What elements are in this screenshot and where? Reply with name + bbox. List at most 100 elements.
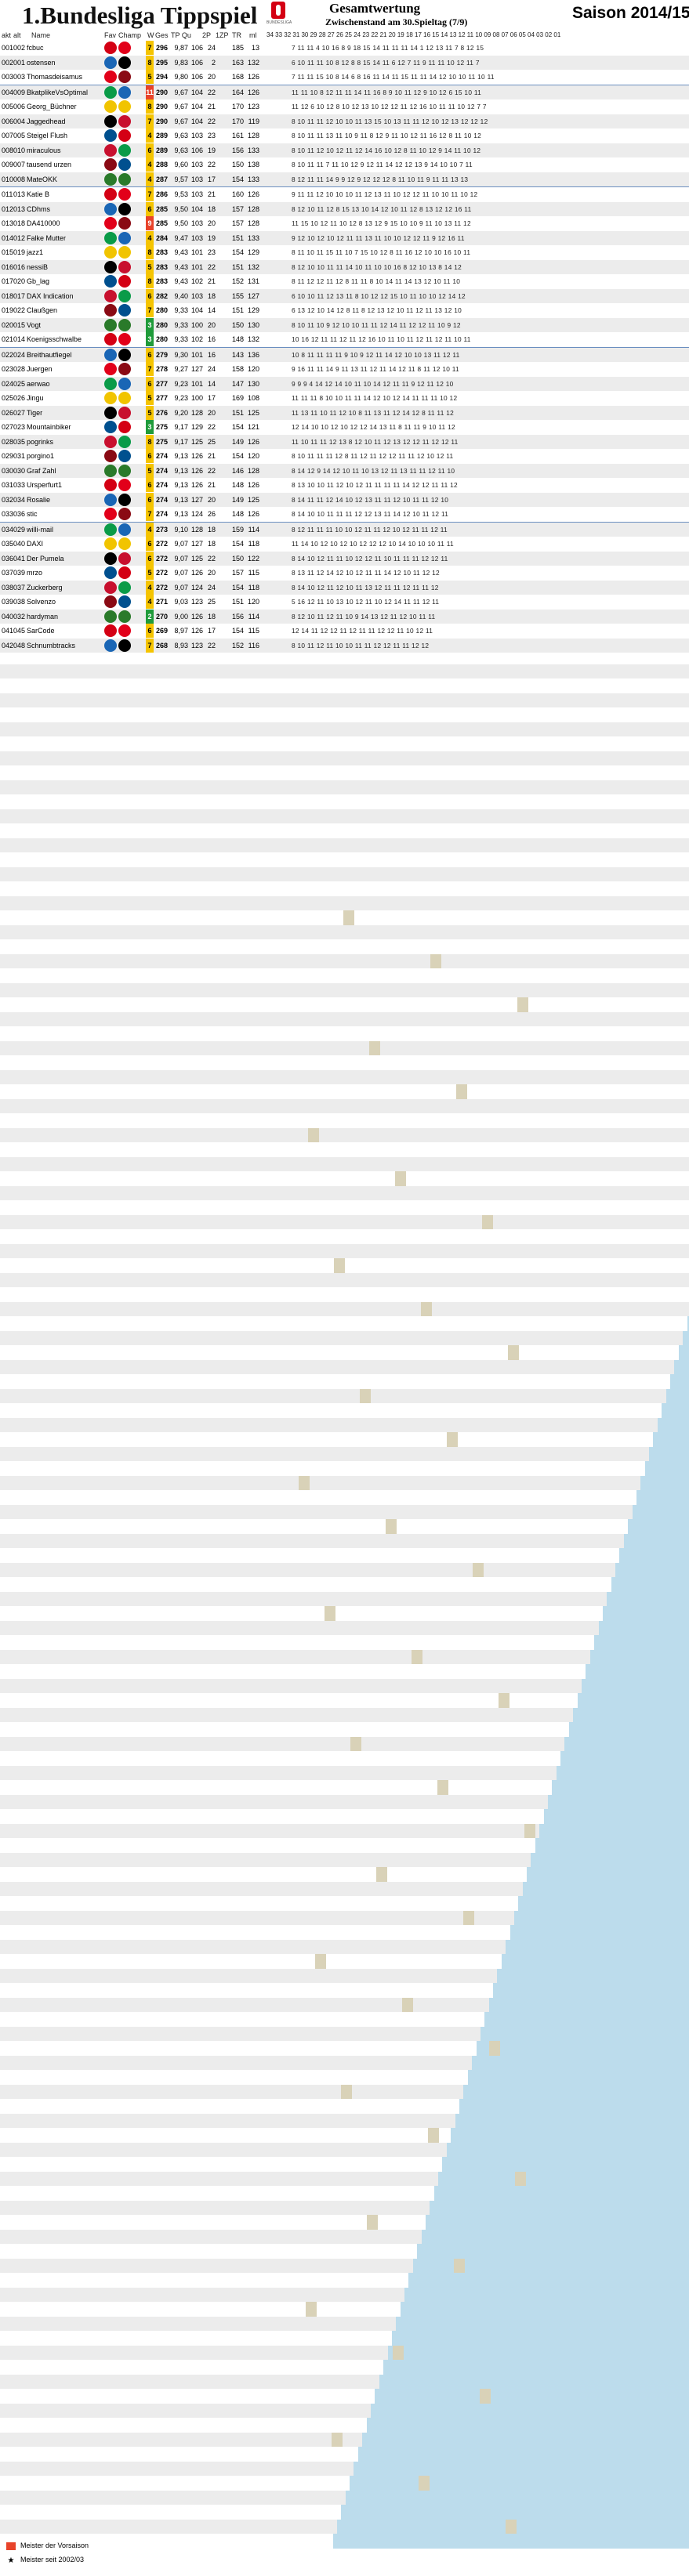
- champion-pick-icon: [118, 435, 131, 448]
- cell-alt: 002: [13, 44, 26, 52]
- col-champ: Champ: [118, 31, 142, 39]
- skipped-round: [419, 2476, 430, 2491]
- cell-p2: 14: [207, 379, 216, 388]
- table-row-placeholder: [0, 1272, 689, 1287]
- cell-p5: 127: [190, 540, 203, 548]
- cell-ges: 289: [155, 146, 168, 154]
- table-row: 015 019 jazz1 8 283 9,43 101 23 154 129 8 11 10 11…: [0, 245, 689, 260]
- cell-akt: 042: [2, 641, 14, 649]
- cell-w: 6: [146, 143, 154, 157]
- cell-name: Gb_lag: [27, 277, 50, 285]
- champion-pick-icon: [118, 158, 131, 171]
- table-row-placeholder: [0, 751, 689, 765]
- champion-pick-icon: [118, 42, 131, 54]
- cell-p2: 17: [207, 175, 216, 183]
- skipped-round: [515, 2171, 526, 2186]
- table-row-placeholder: [0, 1533, 689, 1548]
- round-points: 11 13 11 10 11 12 10 8 11 13 11 12 14 12…: [292, 408, 455, 417]
- cell-p5: 102: [190, 277, 203, 285]
- cell-name: Graf Zahl: [27, 466, 56, 475]
- cell-akt: 024: [2, 379, 14, 388]
- table-row: 003 003 Thomasdeisamus 5 294 9,80 106 20 168 126 7…: [0, 70, 689, 85]
- cell-name: Der Pumela: [27, 554, 64, 563]
- table-row-placeholder: [0, 1026, 689, 1041]
- champion-pick-icon: [118, 581, 131, 594]
- favorite-club-icon: [104, 246, 117, 259]
- cell-p5: 125: [190, 437, 203, 446]
- table-row-placeholder: [0, 1562, 689, 1577]
- cell-tp: 9,30: [174, 350, 188, 359]
- cell-ml: 133: [247, 233, 259, 242]
- star-icon: ★: [7, 2556, 15, 2565]
- table-row-placeholder: [0, 1345, 689, 1360]
- cell-ml: 132: [247, 335, 259, 343]
- cell-w: 4: [146, 172, 154, 186]
- champion-pick-icon: [118, 348, 131, 361]
- cell-name: Georg_Büchner: [27, 103, 77, 110]
- cell-name: SarCode: [27, 627, 55, 635]
- cell-p2: 14: [207, 306, 216, 314]
- table-row-placeholder: [0, 823, 689, 838]
- cell-tr: 157: [231, 219, 244, 227]
- cell-ml: 118: [248, 583, 259, 592]
- table-row-placeholder: [0, 1765, 689, 1780]
- cell-ml: 129: [247, 306, 259, 314]
- table-row-placeholder: [0, 1910, 689, 1925]
- skipped-round: [334, 1258, 345, 1273]
- favorite-club-icon: [104, 377, 117, 390]
- cell-ml: 130: [247, 379, 259, 388]
- cell-w: 11: [146, 85, 154, 99]
- champion-pick-icon: [118, 172, 131, 186]
- champion-pick-icon: [118, 260, 131, 273]
- cell-ml: 114: [248, 612, 259, 620]
- cell-p5: 124: [190, 510, 203, 518]
- cell-p5: 126: [190, 481, 203, 489]
- season-label: Saison 2014/15: [572, 4, 689, 22]
- cell-akt: 004: [2, 88, 14, 96]
- cell-ml: 126: [247, 437, 259, 446]
- table-row: 009 007 tausend urzen 4 288 9,60 103 22 150 138 8 …: [0, 157, 689, 172]
- cell-w: 6: [146, 449, 154, 463]
- cell-p5: 100: [190, 320, 203, 329]
- pending-rounds: [417, 2244, 689, 2259]
- cell-name: Thomasdeisamus: [27, 73, 83, 81]
- cell-ml: 133: [247, 175, 259, 183]
- cell-tr: 159: [231, 525, 244, 534]
- champion-pick-icon: [118, 639, 131, 652]
- cell-p5: 103: [190, 175, 203, 183]
- table-row: 018 017 DAX Indication 6 282 9,40 103 18 155 127 6…: [0, 288, 689, 303]
- champion-pick-icon: [118, 377, 131, 390]
- table-row: 034 029 willi-mail 4 273 9,10 128 18 159 114 8 12 …: [0, 521, 689, 537]
- cell-tr: 155: [231, 291, 244, 300]
- table-row-placeholder: [0, 2534, 689, 2549]
- table-row-placeholder: [0, 1171, 689, 1186]
- skipped-round: [437, 1780, 448, 1795]
- round-points: 8 10 11 11 13 11 10 9 11 8 12 9 11 10 12…: [292, 132, 482, 139]
- pending-rounds: [607, 1591, 689, 1606]
- cell-name: fcbuc: [27, 44, 44, 52]
- table-row-placeholder: [0, 1330, 689, 1345]
- table-row-placeholder: [0, 2041, 689, 2056]
- cell-tr: 160: [231, 190, 244, 198]
- pending-rounds: [362, 2432, 689, 2447]
- cell-tr: 151: [231, 598, 244, 606]
- cell-tp: 9,63: [174, 132, 188, 139]
- pending-rounds: [564, 1736, 689, 1751]
- skipped-round: [386, 1519, 397, 1534]
- table-row-placeholder: [0, 2302, 689, 2317]
- round-points: 9 16 11 11 14 9 11 13 11 12 11 14 12 11 …: [292, 365, 459, 373]
- cell-tp: 9,50: [174, 219, 188, 227]
- cell-tp: 9,27: [174, 365, 188, 373]
- cell-alt: 003: [13, 73, 26, 81]
- table-row: 008 010 miraculous 6 289 9,63 106 19 156 133 8 10 …: [0, 143, 689, 157]
- round-points: 8 10 11 12 11 10 10 11 11 12 12 11 11 12…: [292, 641, 430, 649]
- cell-tr: 154: [231, 423, 244, 431]
- table-row-placeholder: [0, 1968, 689, 1983]
- cell-ml: 120: [247, 452, 259, 460]
- pending-rounds: [493, 1983, 689, 1998]
- champion-pick-icon: [118, 363, 131, 375]
- cell-alt: 023: [13, 423, 26, 431]
- cell-w: 8: [146, 434, 154, 449]
- cell-p2: 24: [207, 44, 216, 52]
- pending-rounds: [653, 1432, 689, 1447]
